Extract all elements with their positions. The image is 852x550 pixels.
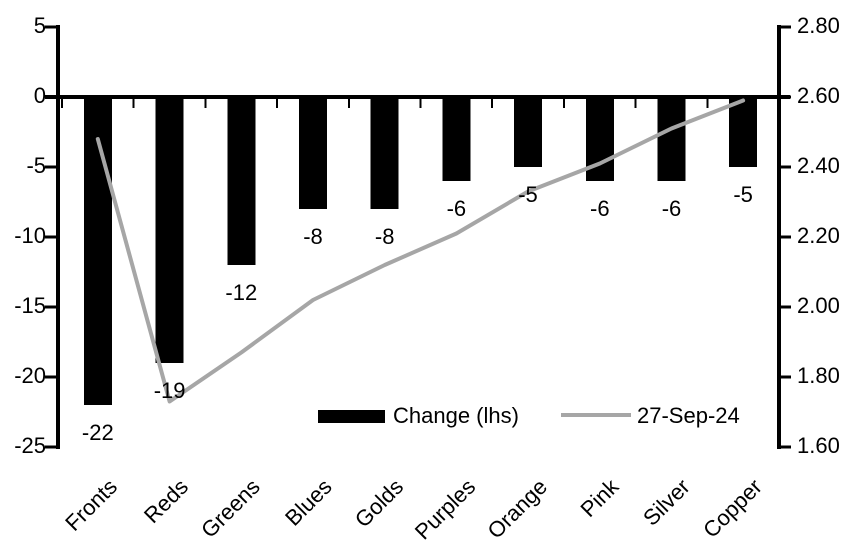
right-axis-tick-label: 2.00 [797,293,840,318]
bar-data-label: -22 [81,420,114,445]
right-axis-tick-label: 2.40 [797,153,840,178]
bar-data-label: -6 [661,196,682,221]
bar-orange [514,97,542,167]
bar-blues [299,97,327,209]
left-axis-tick-label: -10 [14,223,46,248]
bar-data-label: -5 [733,182,753,207]
left-axis-tick-label: -15 [14,293,46,318]
bar-reds [155,97,184,363]
legend-line-label: 27-Sep-24 [637,403,740,428]
bar-data-label: -19 [153,378,186,403]
right-axis-tick-label: 2.80 [797,13,840,38]
legend-bar-label: Change (lhs) [393,403,519,428]
bar-data-label: -5 [518,182,538,207]
legend-bar-swatch [318,410,385,423]
bar-silver [657,97,686,181]
bar-fronts [83,97,112,405]
left-axis-tick-label: -25 [14,433,46,458]
bar-data-label: -8 [303,224,323,249]
bar-copper [729,97,758,167]
left-axis-tick-label: -5 [26,153,46,178]
bar-greens [227,97,256,265]
bar-golds [370,97,399,209]
bar-data-label: -6 [590,196,610,221]
legend-line-swatch [561,413,631,417]
bar-data-label: -8 [374,224,395,249]
line-series [95,98,746,404]
bar-data-label: -12 [225,280,258,305]
left-axis-tick-label: 0 [33,83,46,108]
right-axis-tick-label: 1.60 [797,433,840,458]
left-axis-tick-label: 5 [33,13,46,38]
right-axis-tick-label: 2.20 [797,223,840,248]
right-axis-tick-label: 1.80 [797,363,840,388]
left-axis-tick-label: -20 [14,363,46,388]
right-axis-tick-label: 2.60 [797,83,840,108]
bar-data-label: -6 [446,196,467,221]
bar-purples [442,97,471,181]
